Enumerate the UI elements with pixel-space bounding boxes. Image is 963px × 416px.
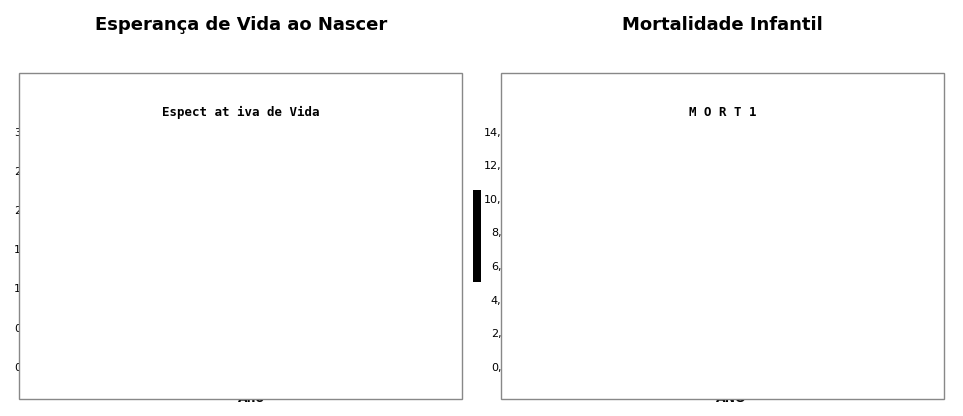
Text: M O R T 1: M O R T 1 bbox=[689, 106, 756, 119]
X-axis label: Ano: Ano bbox=[238, 392, 266, 405]
Text: Mortalidade Infantil: Mortalidade Infantil bbox=[622, 16, 822, 34]
Text: Esperança de Vida ao Nascer: Esperança de Vida ao Nascer bbox=[94, 16, 387, 34]
X-axis label: ANO: ANO bbox=[716, 392, 746, 405]
Text: Espect at iva de Vida: Espect at iva de Vida bbox=[162, 106, 320, 119]
